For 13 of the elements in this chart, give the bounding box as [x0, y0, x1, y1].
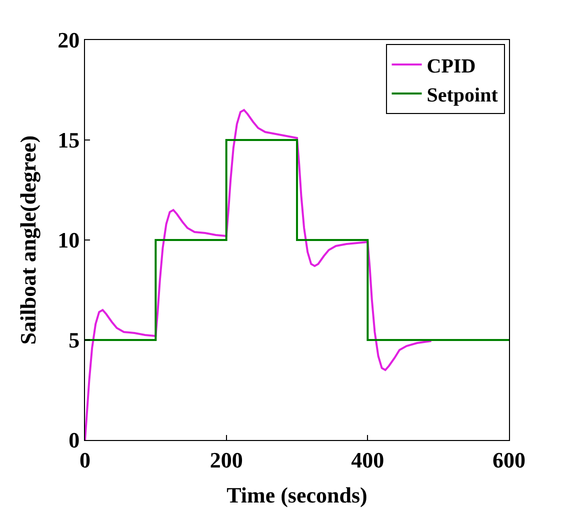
y-axis-title: Sailboat angle(degree): [15, 135, 40, 345]
y-tick-label: 15: [58, 128, 80, 153]
y-tick-label: 5: [68, 328, 80, 353]
x-tick-label: 200: [210, 447, 243, 472]
legend-label: CPID: [426, 55, 476, 78]
y-tick-label: 20: [58, 28, 80, 53]
legend-label: Setpoint: [426, 84, 498, 106]
x-tick-label: 400: [351, 447, 384, 472]
y-tick-label: 0: [68, 428, 80, 453]
x-axis-title: Time (seconds): [226, 482, 368, 508]
line-series: [85, 109, 432, 440]
x-tick-label: 600: [492, 447, 526, 472]
y-tick-label: 10: [58, 228, 80, 253]
